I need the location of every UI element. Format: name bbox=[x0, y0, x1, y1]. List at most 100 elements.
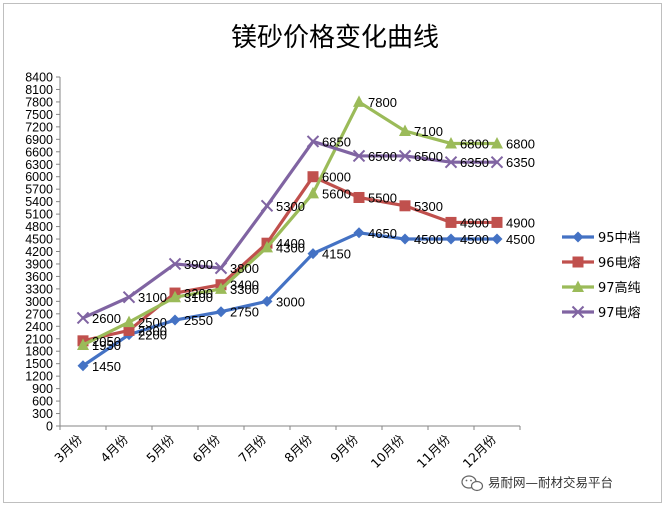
data-point bbox=[445, 233, 457, 245]
data-labels: 1450 2200 2550 2750 3000 4150 4650 4500 4500 4500… bbox=[92, 95, 535, 374]
data-label: 2600 bbox=[92, 311, 121, 326]
legend-label: 96电熔 bbox=[598, 256, 641, 271]
legend-item: 96电熔 bbox=[562, 256, 641, 271]
x-tick-label: 8月份 bbox=[281, 431, 315, 465]
data-point bbox=[123, 324, 135, 336]
series-3 bbox=[77, 95, 503, 350]
data-label: 2300 bbox=[138, 323, 167, 338]
watermark-text: 易耐网—耐材交易平台 bbox=[488, 475, 613, 490]
data-label: 6800 bbox=[460, 136, 489, 151]
data-label: 6000 bbox=[322, 170, 351, 185]
data-label: 7800 bbox=[368, 95, 397, 110]
data-label: 5300 bbox=[276, 199, 305, 214]
data-point bbox=[261, 295, 273, 307]
data-point bbox=[214, 261, 228, 275]
data-label: 2550 bbox=[184, 313, 213, 328]
data-label: 4500 bbox=[414, 232, 443, 247]
y-tick-label: 7500 bbox=[25, 108, 53, 122]
y-tick-label: 900 bbox=[32, 382, 53, 396]
data-point bbox=[398, 149, 412, 163]
data-point bbox=[77, 338, 89, 350]
y-tick-label: 0 bbox=[46, 420, 53, 434]
series-lines bbox=[76, 95, 504, 372]
data-point bbox=[123, 315, 135, 328]
data-label: 4900 bbox=[460, 215, 489, 230]
data-point bbox=[399, 233, 411, 245]
data-point bbox=[491, 233, 503, 245]
y-tick-label: 3300 bbox=[25, 282, 53, 296]
y-tick-label: 1800 bbox=[25, 345, 53, 359]
data-label: 4150 bbox=[322, 247, 351, 262]
data-label: 4300 bbox=[276, 240, 305, 255]
data-point bbox=[169, 290, 181, 303]
x-tick-label: 9月份 bbox=[327, 431, 361, 465]
data-label: 5600 bbox=[322, 186, 351, 201]
data-point bbox=[169, 314, 181, 326]
y-tick-label: 6300 bbox=[25, 158, 53, 172]
wechat-icon bbox=[461, 475, 484, 492]
data-label: 6850 bbox=[322, 134, 351, 149]
data-point bbox=[491, 216, 503, 228]
data-point bbox=[571, 305, 585, 319]
y-tick-label: 4500 bbox=[25, 233, 53, 247]
data-point bbox=[491, 136, 503, 149]
data-label: 1950 bbox=[92, 338, 121, 353]
x-tick-label: 5月份 bbox=[143, 431, 177, 465]
data-label: 4900 bbox=[506, 215, 535, 230]
y-tick-label: 5400 bbox=[25, 195, 53, 209]
data-point bbox=[399, 200, 411, 212]
y-tick-label: 300 bbox=[32, 407, 53, 421]
x-tick-label: 7月份 bbox=[235, 431, 269, 465]
series-line bbox=[81, 175, 499, 343]
legend-item: 97电熔 bbox=[562, 305, 641, 321]
series-line bbox=[81, 139, 499, 320]
data-point bbox=[572, 231, 584, 243]
y-tick-label: 3600 bbox=[25, 270, 53, 284]
y-tick-label: 7800 bbox=[25, 95, 53, 109]
data-point bbox=[307, 171, 319, 183]
y-tick-label: 1200 bbox=[25, 370, 53, 384]
data-point bbox=[352, 149, 366, 163]
y-tick-label: 8400 bbox=[25, 71, 53, 85]
data-label: 4500 bbox=[506, 232, 535, 247]
data-label: 2050 bbox=[92, 334, 121, 349]
data-point bbox=[215, 282, 227, 294]
data-point bbox=[307, 186, 319, 199]
data-point bbox=[353, 95, 365, 107]
series-line bbox=[81, 100, 499, 347]
y-tick-label: 6000 bbox=[25, 170, 53, 184]
data-point bbox=[168, 257, 182, 271]
data-label: 3100 bbox=[184, 290, 213, 305]
data-point bbox=[215, 306, 227, 318]
data-point bbox=[572, 280, 584, 292]
data-label: 4400 bbox=[276, 236, 305, 251]
data-label: 4500 bbox=[460, 232, 489, 247]
data-point bbox=[122, 290, 136, 304]
data-label: 3200 bbox=[184, 286, 213, 301]
y-tick-label: 6900 bbox=[25, 133, 53, 147]
y-tick-label: 1500 bbox=[25, 357, 53, 371]
data-label: 2750 bbox=[230, 305, 259, 320]
data-point bbox=[444, 155, 458, 169]
data-label: 7100 bbox=[414, 124, 443, 139]
data-point bbox=[353, 191, 365, 203]
data-point bbox=[76, 311, 90, 325]
data-point bbox=[490, 155, 504, 169]
x-tick-label: 11月份 bbox=[414, 431, 454, 471]
data-label: 3300 bbox=[230, 282, 259, 297]
y-tick-label: 4200 bbox=[25, 245, 53, 259]
x-tick-label: 3月份 bbox=[51, 431, 85, 465]
series-4 bbox=[76, 135, 504, 325]
data-point bbox=[445, 216, 457, 228]
chart-frame bbox=[3, 3, 662, 503]
axes: 0300600900120015001800210024002700300033… bbox=[25, 71, 521, 471]
data-label: 3800 bbox=[230, 261, 259, 276]
data-label: 6500 bbox=[414, 149, 443, 164]
data-label: 5300 bbox=[414, 199, 443, 214]
legend-item: 97高纯 bbox=[562, 280, 641, 296]
data-point bbox=[307, 248, 319, 260]
x-tick-label: 12月份 bbox=[460, 431, 500, 471]
y-tick-label: 2100 bbox=[25, 332, 53, 346]
data-point bbox=[261, 240, 273, 253]
